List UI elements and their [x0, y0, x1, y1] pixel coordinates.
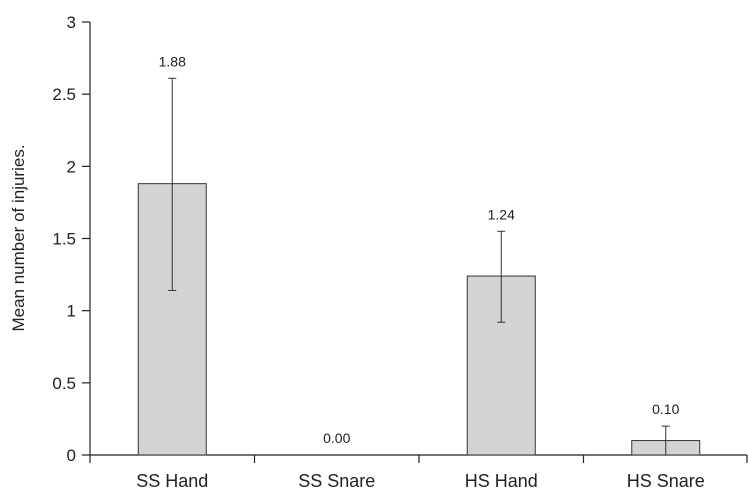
y-tick-label: 0.5	[52, 374, 76, 393]
y-tick-label: 2	[67, 157, 76, 176]
x-category-label: HS Snare	[627, 471, 705, 491]
y-tick-label: 0	[67, 446, 76, 465]
x-category-label: SS Hand	[136, 471, 208, 491]
data-label: 0.10	[652, 401, 679, 417]
y-tick-label: 2.5	[52, 85, 76, 104]
data-label: 0.00	[323, 430, 350, 446]
x-category-label: SS Snare	[298, 471, 375, 491]
data-label: 1.24	[488, 206, 515, 222]
error-bars	[168, 77, 670, 455]
data-label: 1.88	[159, 53, 186, 69]
y-tick-label: 1.5	[52, 230, 76, 249]
x-category-label: HS Hand	[465, 471, 538, 491]
axes: 0 0.5 1 1.5 2 2.5 3 SS Hand SS Snare HS Hand HS Sn…	[52, 13, 748, 491]
data-labels: 1.88 0.00 1.24 0.10	[159, 53, 680, 446]
y-axis-title: Mean number of injuries.	[9, 144, 28, 331]
y-tick-label: 1	[67, 302, 76, 321]
y-tick-label: 3	[67, 13, 76, 32]
bars	[137, 183, 701, 456]
